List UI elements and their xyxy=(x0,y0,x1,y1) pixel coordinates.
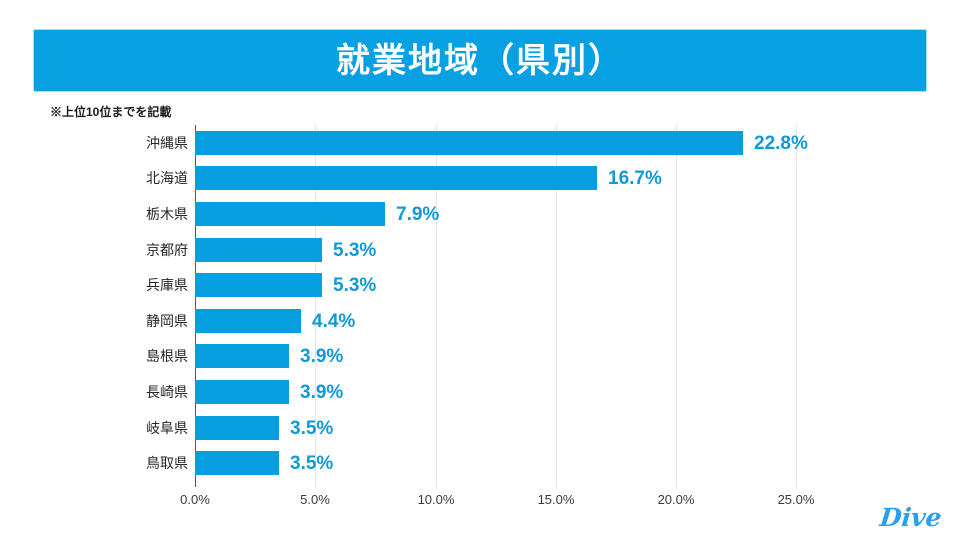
bar xyxy=(195,309,301,333)
bar-value-label: 3.5% xyxy=(290,453,334,474)
category-label: 沖縄県 xyxy=(146,135,188,151)
x-tick-label: 25.0% xyxy=(777,492,815,507)
category-label: 島根県 xyxy=(146,348,188,364)
bar-value-label: 3.9% xyxy=(300,382,344,403)
y-axis-line xyxy=(195,125,196,487)
bar-value-label: 7.9% xyxy=(396,204,440,225)
gridline xyxy=(796,125,797,487)
bar-value-label: 4.4% xyxy=(312,311,356,332)
category-label: 兵庫県 xyxy=(146,277,188,293)
bar-value-label: 3.5% xyxy=(290,418,334,439)
category-label: 鳥取県 xyxy=(146,455,188,471)
bar xyxy=(195,416,279,440)
x-tick-label: 0.0% xyxy=(180,492,210,507)
bar xyxy=(195,273,322,297)
category-label: 栃木県 xyxy=(146,206,188,222)
x-tick-label: 5.0% xyxy=(300,492,330,507)
bar xyxy=(195,238,322,262)
bar xyxy=(195,344,289,368)
bar xyxy=(195,166,597,190)
page-title: 就業地域（県別） xyxy=(336,41,624,80)
x-tick-label: 10.0% xyxy=(417,492,455,507)
title-banner: 就業地域（県別） xyxy=(33,29,927,92)
category-label: 岐阜県 xyxy=(146,420,188,436)
gridline xyxy=(436,125,437,487)
bar-value-label: 16.7% xyxy=(608,168,662,189)
bar-value-label: 22.8% xyxy=(754,133,808,154)
x-tick-label: 15.0% xyxy=(537,492,575,507)
bar-value-label: 5.3% xyxy=(333,240,377,261)
bar xyxy=(195,131,743,155)
bar-value-label: 3.9% xyxy=(300,346,344,367)
x-tick-label: 20.0% xyxy=(657,492,695,507)
category-label: 北海道 xyxy=(146,170,188,186)
category-label: 長崎県 xyxy=(146,384,188,400)
dive-logo: Dive xyxy=(878,503,944,532)
top10-note: ※上位10位までを記載 xyxy=(50,105,172,119)
gridline xyxy=(556,125,557,487)
category-label: 京都府 xyxy=(146,242,188,258)
bar xyxy=(195,451,279,475)
bar-value-label: 5.3% xyxy=(333,275,377,296)
gridline xyxy=(676,125,677,487)
bar xyxy=(195,380,289,404)
category-label: 静岡県 xyxy=(146,313,188,329)
gridline xyxy=(315,125,316,487)
bar xyxy=(195,202,385,226)
